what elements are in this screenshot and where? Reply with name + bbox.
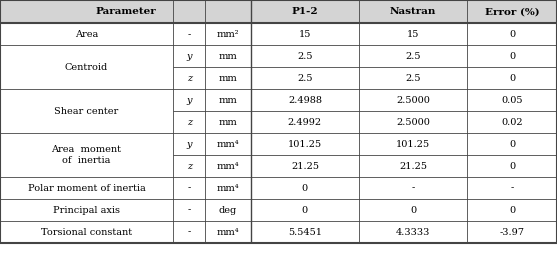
Text: 15: 15 (299, 30, 311, 39)
Text: 0: 0 (509, 140, 515, 149)
Text: mm: mm (219, 74, 237, 83)
Text: z: z (187, 74, 192, 83)
Text: 2.5: 2.5 (405, 74, 421, 83)
Text: 0.02: 0.02 (501, 118, 523, 127)
Text: 101.25: 101.25 (288, 140, 322, 149)
Text: mm⁴: mm⁴ (217, 228, 240, 237)
Text: P1-2: P1-2 (292, 7, 318, 16)
Text: 0: 0 (302, 184, 308, 193)
Text: 15: 15 (407, 30, 419, 39)
Text: -: - (188, 206, 191, 215)
Text: 2.5: 2.5 (297, 74, 312, 83)
Text: 2.5000: 2.5000 (396, 118, 430, 127)
Text: 4.3333: 4.3333 (396, 228, 430, 237)
Text: y: y (187, 96, 192, 105)
Text: 2.5000: 2.5000 (396, 96, 430, 105)
Bar (0, 0, 557, 23)
Text: 0: 0 (509, 162, 515, 171)
Text: mm: mm (219, 96, 237, 105)
Text: -3.97: -3.97 (500, 228, 525, 237)
Text: Error (%): Error (%) (485, 7, 539, 16)
Text: 101.25: 101.25 (396, 140, 430, 149)
Text: Polar moment of inertia: Polar moment of inertia (28, 184, 145, 193)
Text: Torsional constant: Torsional constant (41, 228, 132, 237)
Text: 2.5: 2.5 (297, 52, 312, 61)
Text: -: - (188, 184, 191, 193)
Text: Parameter: Parameter (95, 7, 156, 16)
Text: Area: Area (75, 30, 98, 39)
Text: Nastran: Nastran (390, 7, 436, 16)
Text: 0: 0 (509, 30, 515, 39)
Text: mm: mm (219, 118, 237, 127)
Text: 0: 0 (410, 206, 416, 215)
Text: 21.25: 21.25 (291, 162, 319, 171)
Text: 5.5451: 5.5451 (288, 228, 322, 237)
Text: 0: 0 (509, 206, 515, 215)
Text: -: - (188, 228, 191, 237)
Text: mm⁴: mm⁴ (217, 184, 240, 193)
Text: 0: 0 (509, 74, 515, 83)
Text: z: z (187, 162, 192, 171)
Text: -: - (510, 184, 514, 193)
Text: mm⁴: mm⁴ (217, 140, 240, 149)
Text: y: y (187, 140, 192, 149)
Text: -: - (188, 30, 191, 39)
Text: 0: 0 (509, 52, 515, 61)
Text: 2.4988: 2.4988 (288, 96, 322, 105)
Text: deg: deg (219, 206, 237, 215)
Text: mm: mm (219, 52, 237, 61)
Text: 0: 0 (302, 206, 308, 215)
Text: z: z (187, 118, 192, 127)
Text: 21.25: 21.25 (399, 162, 427, 171)
Text: Principal axis: Principal axis (53, 206, 120, 215)
Text: 2.5: 2.5 (405, 52, 421, 61)
Text: Centroid: Centroid (65, 63, 108, 72)
Text: mm⁴: mm⁴ (217, 162, 240, 171)
Text: Area  moment
of  inertia: Area moment of inertia (52, 145, 121, 165)
Text: 2.4992: 2.4992 (288, 118, 322, 127)
Text: y: y (187, 52, 192, 61)
Text: Shear center: Shear center (55, 107, 119, 116)
Text: -: - (412, 184, 414, 193)
Text: 0.05: 0.05 (501, 96, 523, 105)
Text: mm²: mm² (217, 30, 240, 39)
